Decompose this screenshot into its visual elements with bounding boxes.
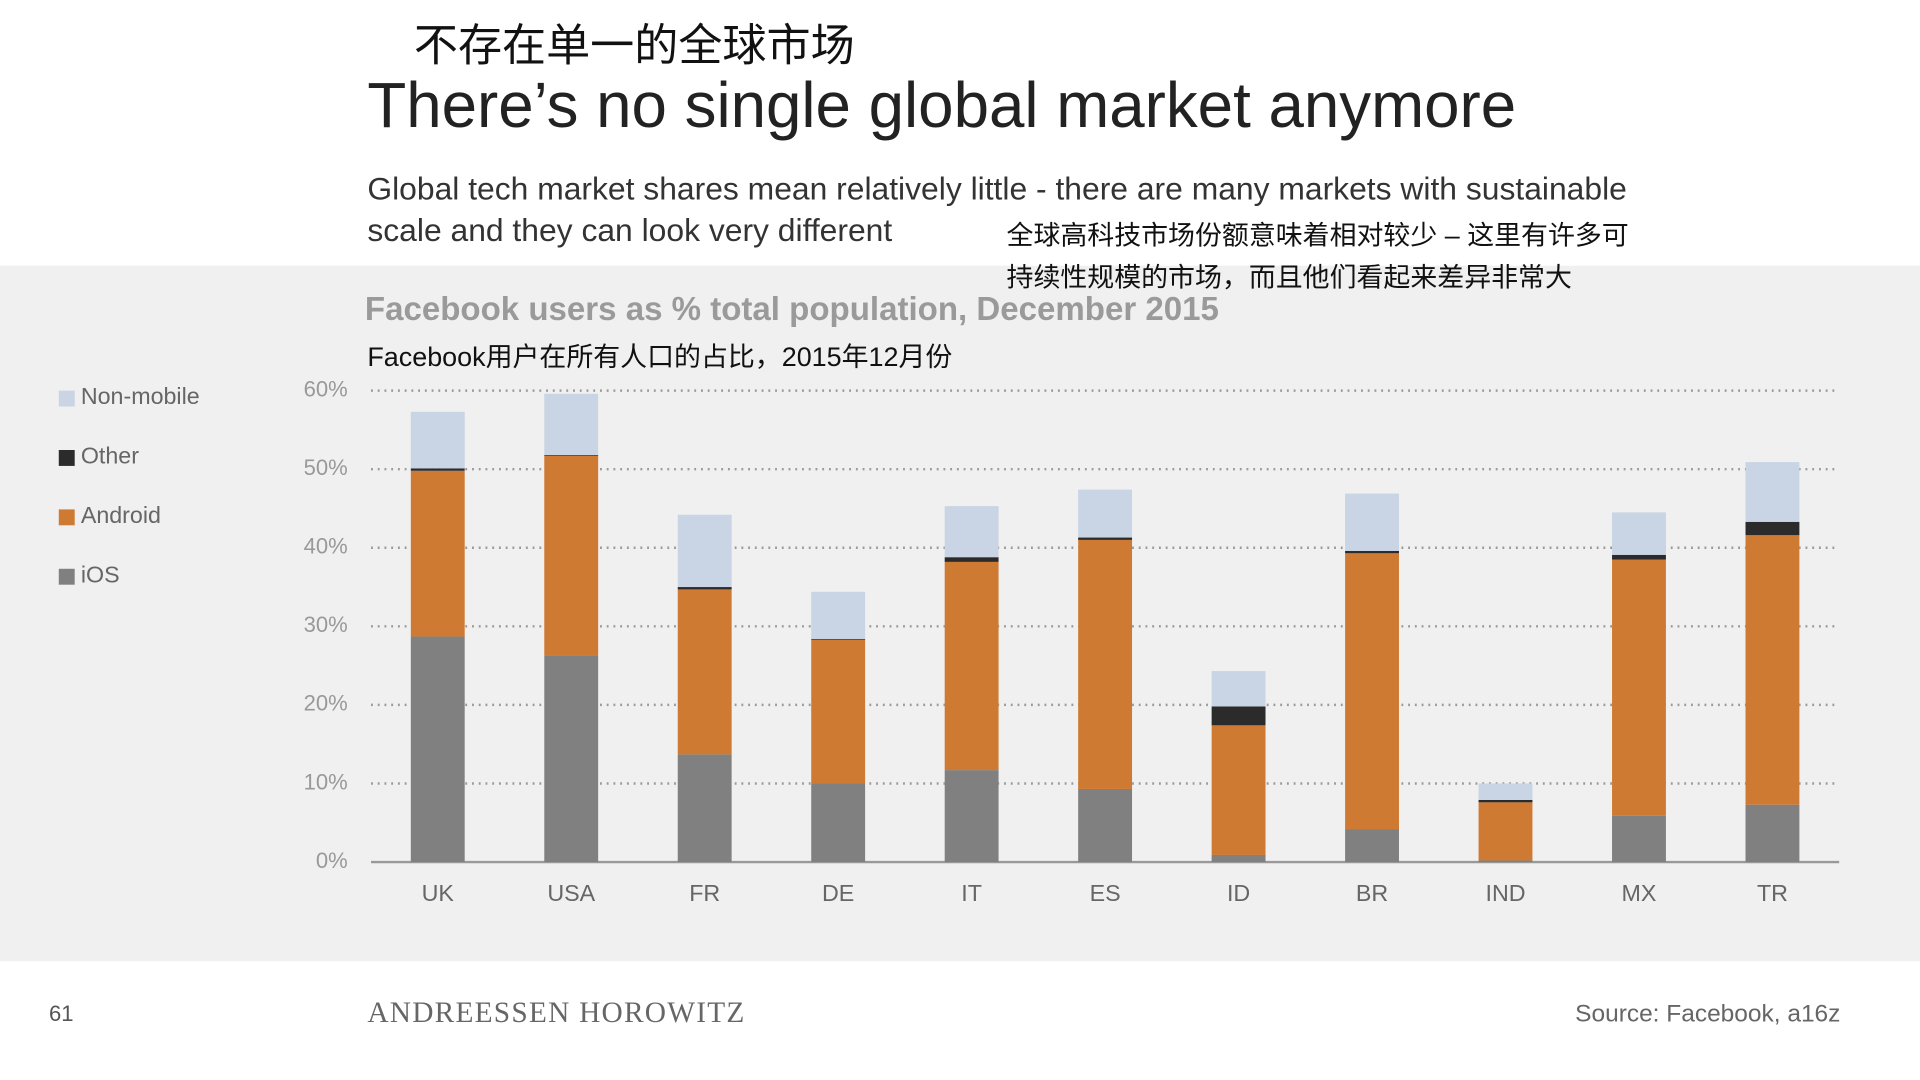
bar-segment xyxy=(1478,799,1533,803)
brand: ANDREESSEN HOROWITZ xyxy=(367,997,745,1029)
bar-segment xyxy=(410,468,465,471)
x-tick-label: USA xyxy=(547,880,595,906)
y-tick-label: 0% xyxy=(316,848,348,873)
bar-segment xyxy=(544,455,599,656)
bar-segment xyxy=(677,589,732,755)
legend-label: iOS xyxy=(81,561,120,587)
bar-segment xyxy=(944,557,999,562)
bar-segment xyxy=(944,770,999,863)
bar-segment xyxy=(677,587,732,590)
bar-segment xyxy=(1745,462,1800,522)
legend-swatch xyxy=(58,390,75,407)
y-tick-label: 50% xyxy=(304,455,348,480)
legend-label: Android xyxy=(81,502,161,528)
legend-label: Non-mobile xyxy=(81,383,200,409)
x-tick-label: ID xyxy=(1227,880,1250,906)
bar-segment xyxy=(1211,725,1266,855)
bar-segment xyxy=(1478,802,1533,861)
bar-segment xyxy=(1078,489,1133,538)
bar-segment xyxy=(1745,535,1800,805)
subtitle-line: Global tech market shares mean relativel… xyxy=(367,170,1627,206)
bar-segment xyxy=(1078,788,1133,863)
bar-segment xyxy=(410,411,465,469)
page-number: 61 xyxy=(49,1001,74,1026)
bar-segment xyxy=(1612,512,1666,555)
legend-swatch xyxy=(58,450,75,466)
bar-segment xyxy=(544,455,599,456)
x-tick-label: IT xyxy=(961,880,982,906)
subtitle-zh-line: 全球高科技市场份额意味着相对较少 – 这里有许多可 xyxy=(1007,221,1629,251)
bar-segment xyxy=(677,754,732,863)
y-tick-label: 40% xyxy=(304,534,348,559)
x-tick-label: IND xyxy=(1485,880,1525,906)
x-tick-label: ES xyxy=(1090,880,1121,906)
bar-segment xyxy=(944,561,999,771)
y-tick-label: 60% xyxy=(304,376,348,401)
bar-segment xyxy=(1345,829,1399,863)
bar-segment xyxy=(1211,706,1266,726)
y-tick-label: 20% xyxy=(304,691,348,716)
bar-segment xyxy=(1078,537,1133,540)
bar-segment xyxy=(544,393,599,456)
bar-segment xyxy=(677,514,732,588)
bar-segment xyxy=(410,636,465,863)
legend-swatch xyxy=(58,568,75,585)
bar-segment xyxy=(1612,559,1666,816)
bar-segment xyxy=(544,655,599,863)
x-tick-label: FR xyxy=(689,880,720,906)
title-zh: 不存在单一的全球市场 xyxy=(414,22,855,71)
bar-segment xyxy=(811,638,866,640)
legend-swatch xyxy=(58,509,75,526)
subtitle-zh-line: 持续性规模的市场，而且他们看起来差异非常大 xyxy=(1007,262,1572,292)
bar-segment xyxy=(944,506,999,558)
title: There’s no single global market anymore xyxy=(367,70,1516,141)
bar-segment xyxy=(1478,860,1533,863)
bar-segment xyxy=(1211,854,1266,863)
bar-segment xyxy=(1345,550,1399,554)
subtitle-line: scale and they can look very different xyxy=(367,212,892,248)
x-tick-label: UK xyxy=(422,880,455,906)
bar-segment xyxy=(1078,539,1133,789)
y-tick-label: 10% xyxy=(304,769,348,794)
legend-label: Other xyxy=(81,442,139,468)
chart-title: Facebook users as % total population, De… xyxy=(365,291,1219,328)
x-tick-label: TR xyxy=(1757,880,1788,906)
bar-segment xyxy=(1745,521,1800,536)
x-tick-label: MX xyxy=(1622,880,1657,906)
bar-segment xyxy=(1211,671,1266,707)
source: Source: Facebook, a16z xyxy=(1575,1001,1840,1028)
bar-segment xyxy=(1745,804,1800,863)
chart-title-zh: Facebook用户在所有人口的占比，2015年12月份 xyxy=(367,342,952,372)
bar-segment xyxy=(1345,553,1399,830)
bar-segment xyxy=(811,591,866,639)
bar-segment xyxy=(1345,493,1399,551)
x-tick-label: BR xyxy=(1356,880,1388,906)
bar-segment xyxy=(811,783,866,863)
y-tick-label: 30% xyxy=(304,612,348,637)
bar-segment xyxy=(1612,554,1666,560)
x-tick-label: DE xyxy=(822,880,854,906)
bar-segment xyxy=(1612,815,1666,863)
bar-segment xyxy=(811,639,866,784)
bar-segment xyxy=(1478,783,1533,800)
bar-segment xyxy=(410,470,465,637)
